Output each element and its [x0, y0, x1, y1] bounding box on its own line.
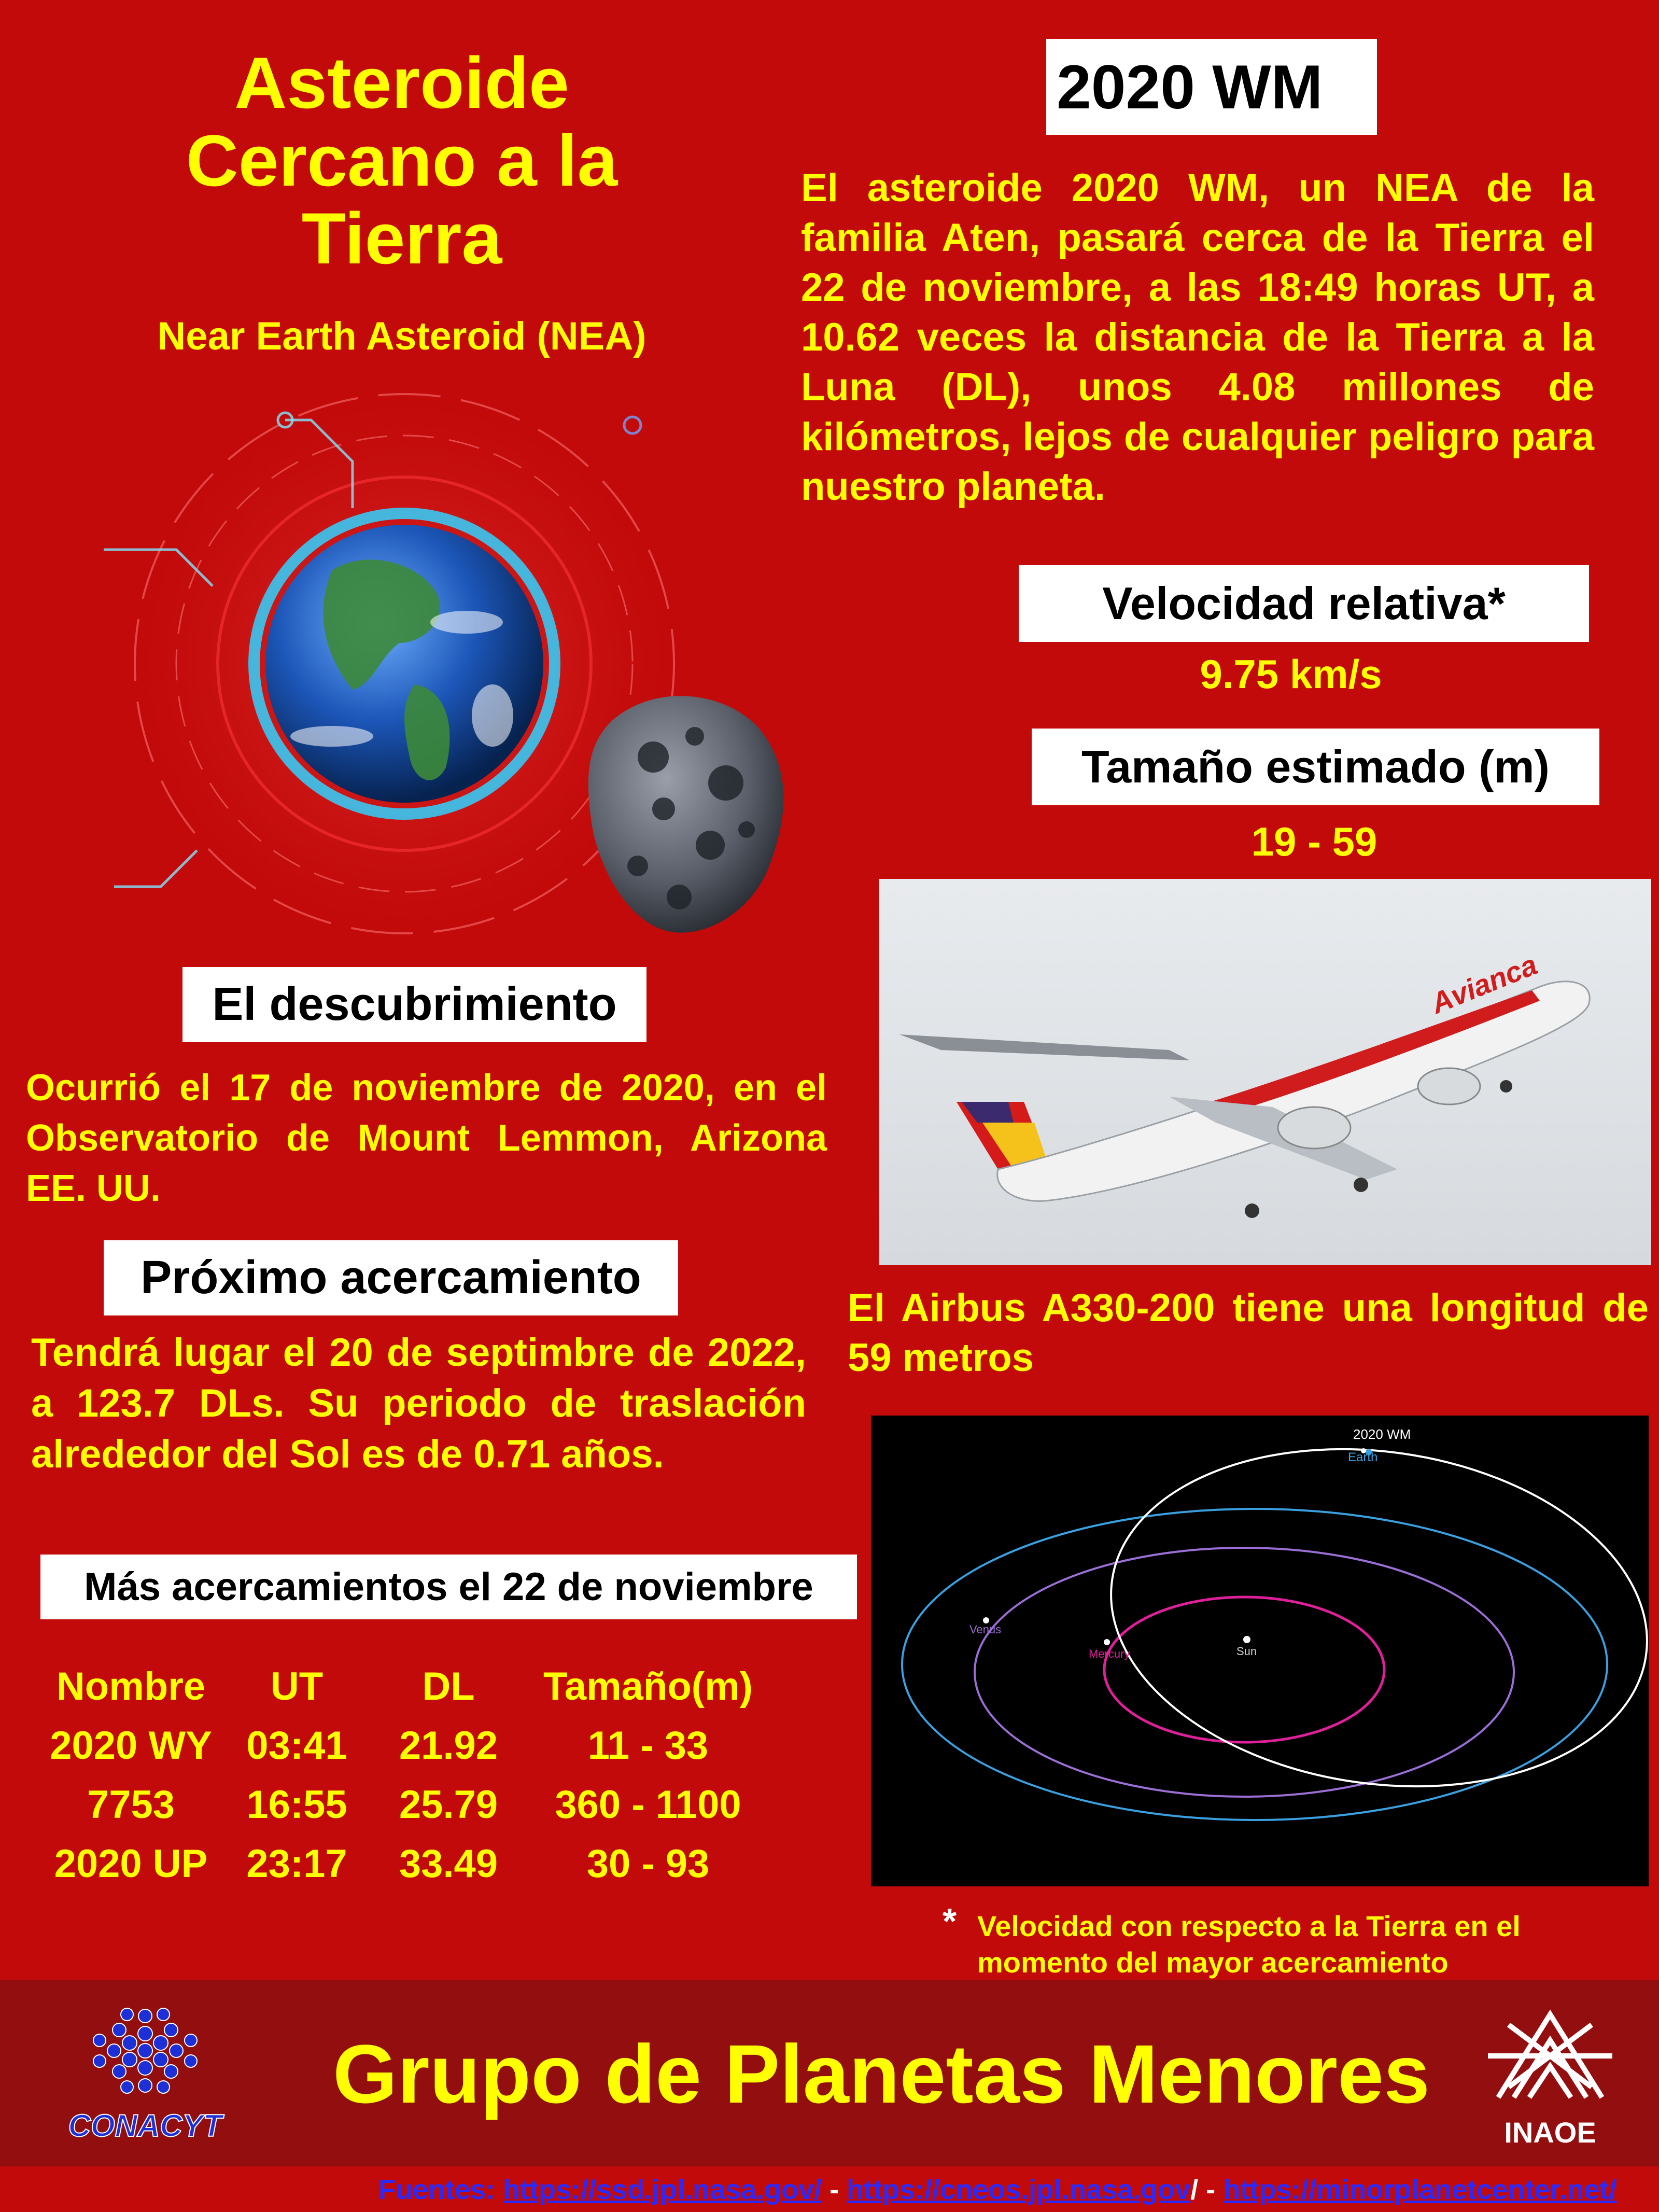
footer-band [0, 1980, 1659, 2166]
table-cell: 33.49 [399, 1841, 498, 1886]
table-cell: 25.79 [399, 1782, 498, 1827]
conacyt-logo-text: CONACYT [68, 2108, 223, 2144]
column-header: DL [422, 1664, 475, 1709]
sources-line: Fuentes: https://ssd.jpl.nasa.gov/ - htt… [378, 2174, 1659, 2206]
mercury-marker [1104, 1639, 1110, 1645]
table-cell: 360 - 1100 [555, 1782, 741, 1827]
sources-label: Fuentes: [378, 2174, 496, 2205]
source-link-ssd[interactable]: https://ssd.jpl.nasa.gov/ [503, 2174, 822, 2205]
column-header: Tamaño(m) [543, 1664, 753, 1709]
asteroid-rock [588, 696, 784, 933]
earth-marker [1366, 1449, 1372, 1455]
inaoe-emblem-icon [1488, 2009, 1612, 2099]
asteroid-name-box: 2020 WM [1046, 39, 1377, 135]
velocity-value: 9.75 km/s [1200, 651, 1382, 697]
earth-orbit [901, 1508, 1608, 1821]
discovery-text: Ocurrió el 17 de noviembre de 2020, en e… [26, 1067, 827, 1209]
venus-orbit [974, 1547, 1515, 1798]
hud-rings [134, 393, 675, 934]
column-header: UT [270, 1664, 324, 1709]
inaoe-logo: INAOE [1478, 1994, 1623, 2149]
earth-label: Earth [1348, 1450, 1377, 1464]
source-link-cneos[interactable]: https://cneos.jpl.nasa.gov [847, 2174, 1191, 2205]
table-header: Nombre UT DL Tamaño(m) [31, 1657, 871, 1716]
table-cell: 2020 WY [50, 1723, 212, 1768]
inaoe-logo-text: INAOE [1504, 2116, 1596, 2149]
more-approaches-label: Más acercamientos el 22 de noviembre [84, 1565, 813, 1609]
object-orbit [1110, 1448, 1648, 1788]
hud-lines [104, 411, 642, 888]
mercury-orbit [1103, 1595, 1386, 1744]
earth-continents [323, 559, 450, 780]
table-row: 7753 16:55 25.79 360 - 1100 [31, 1775, 871, 1834]
object-marker [1361, 1448, 1366, 1453]
airbus-caption: El Airbus A330-200 tiene una longitud de… [848, 1286, 1649, 1380]
next-approach-label-box: Próximo acercamiento [104, 1240, 678, 1315]
venus-label: Venus [969, 1623, 1001, 1636]
footnote-text: Velocidad con respecto a la Tierra en el… [977, 1910, 1521, 1979]
table-cell: 2020 UP [54, 1841, 208, 1886]
discovery-label-box: El descubrimiento [182, 967, 646, 1042]
table-cell: 30 - 93 [586, 1841, 710, 1886]
next-approach-text: Tendrá lugar el 20 de septimbre de 2022,… [31, 1331, 806, 1476]
table-row: 2020 UP 23:17 33.49 30 - 93 [31, 1834, 871, 1893]
table-cell: 23:17 [246, 1841, 347, 1886]
source-separator: - [822, 2174, 847, 2205]
table-cell: 7753 [87, 1782, 175, 1827]
table-cell: 16:55 [246, 1782, 347, 1827]
group-name: Grupo de Planetas Menores [332, 2027, 1430, 2120]
discovery-label: El descubrimiento [212, 978, 617, 1030]
page-subtitle: Near Earth Asteroid (NEA) [157, 314, 646, 358]
conacyt-logo: CONACYT [52, 2001, 238, 2147]
orbit-diagram: 2020 WM Earth Venus Mercury Sun [871, 1416, 1649, 1886]
object-label: 2020 WM [1353, 1426, 1411, 1442]
venus-marker [983, 1617, 989, 1623]
sun-label: Sun [1236, 1645, 1257, 1658]
size-label: Tamaño estimado (m) [1081, 741, 1550, 792]
earth-asteroid-illustration [104, 373, 784, 954]
velocity-label: Velocidad relativa* [1102, 578, 1506, 629]
mercury-label: Mercury [1089, 1647, 1130, 1660]
next-approach-label: Próximo acercamiento [140, 1252, 641, 1304]
conacyt-emblem-icon [93, 2008, 198, 2094]
velocity-label-box: Velocidad relativa* [1019, 565, 1589, 642]
footnote-star: * [943, 1901, 957, 1941]
airplane-icon [899, 981, 1591, 1218]
approaches-table: Nombre UT DL Tamaño(m) 2020 WY 03:41 21.… [31, 1657, 871, 1893]
sun-marker [1243, 1636, 1250, 1643]
table-cell: 11 - 33 [587, 1723, 709, 1768]
asteroid-description: El asteroide 2020 WM, un NEA de la famil… [801, 166, 1594, 509]
more-approaches-label-box: Más acercamientos el 22 de noviembre [40, 1555, 857, 1619]
asteroid-name: 2020 WM [1057, 52, 1323, 122]
source-link-mpc[interactable]: https://minorplanetcenter.net/ [1223, 2174, 1617, 2205]
airplane-photo: Avianca [879, 879, 1651, 1265]
table-cell: 21.92 [399, 1723, 498, 1768]
earth-globe [265, 525, 543, 803]
table-row: 2020 WY 03:41 21.92 11 - 33 [31, 1716, 871, 1775]
page-title: Asteroide Cercano a la Tierra [186, 42, 618, 279]
size-value: 19 - 59 [1251, 819, 1377, 864]
source-separator: / - [1190, 2174, 1224, 2205]
column-header: Nombre [56, 1664, 206, 1709]
size-label-box: Tamaño estimado (m) [1032, 729, 1599, 805]
table-cell: 03:41 [246, 1723, 347, 1768]
